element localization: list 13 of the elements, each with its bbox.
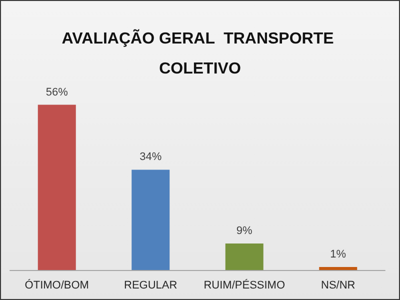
chart-title: AVALIAÇÃO GERAL TRANSPORTE COLETIVO: [62, 28, 338, 78]
bar: [38, 104, 76, 270]
bar: [225, 243, 264, 270]
x-tick-label: REGULAR: [124, 280, 178, 292]
bar: [132, 170, 170, 270]
x-tick-label: RUIM/PÉSSIMO: [204, 278, 286, 292]
bar: [319, 267, 358, 270]
x-tick-label: ÓTIMO/BOM: [24, 278, 89, 292]
x-tick-label: NS/NR: [321, 280, 356, 292]
data-label: 1%: [330, 248, 346, 261]
data-label: 9%: [236, 224, 253, 237]
data-label: 34%: [140, 151, 162, 164]
data-label: 56%: [46, 86, 68, 98]
